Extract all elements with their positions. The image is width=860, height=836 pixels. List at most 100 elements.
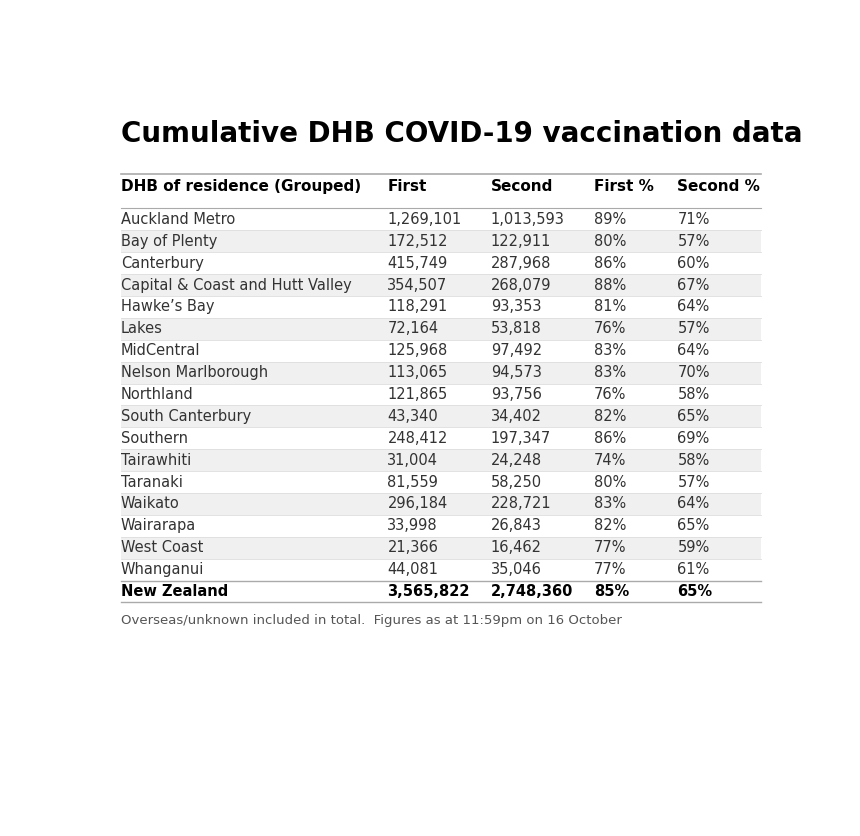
Text: 69%: 69% bbox=[678, 431, 710, 446]
Bar bbox=[120, 296, 761, 318]
Text: 43,340: 43,340 bbox=[387, 409, 439, 424]
Text: 268,079: 268,079 bbox=[491, 278, 551, 293]
Text: 81,559: 81,559 bbox=[387, 475, 439, 490]
Bar bbox=[120, 274, 761, 296]
Text: 57%: 57% bbox=[678, 475, 710, 490]
Text: South Canterbury: South Canterbury bbox=[120, 409, 251, 424]
Text: Tairawhiti: Tairawhiti bbox=[120, 452, 191, 467]
Text: Southern: Southern bbox=[120, 431, 187, 446]
Text: 3,565,822: 3,565,822 bbox=[387, 584, 470, 599]
Text: 172,512: 172,512 bbox=[387, 234, 448, 249]
Text: 58,250: 58,250 bbox=[491, 475, 542, 490]
Text: Second: Second bbox=[491, 180, 553, 195]
Bar bbox=[120, 472, 761, 493]
Text: 77%: 77% bbox=[594, 562, 627, 577]
Bar bbox=[120, 427, 761, 449]
Text: Canterbury: Canterbury bbox=[120, 256, 204, 271]
Bar bbox=[120, 252, 761, 274]
Text: 58%: 58% bbox=[678, 387, 710, 402]
Text: 26,843: 26,843 bbox=[491, 518, 542, 533]
Text: 24,248: 24,248 bbox=[491, 452, 542, 467]
Text: Capital & Coast and Hutt Valley: Capital & Coast and Hutt Valley bbox=[120, 278, 352, 293]
Text: 86%: 86% bbox=[594, 256, 626, 271]
Text: 93,353: 93,353 bbox=[491, 299, 541, 314]
Text: Nelson Marlborough: Nelson Marlborough bbox=[120, 365, 268, 380]
Text: 57%: 57% bbox=[678, 234, 710, 249]
Text: 74%: 74% bbox=[594, 452, 626, 467]
Text: 64%: 64% bbox=[678, 497, 710, 512]
Text: 113,065: 113,065 bbox=[387, 365, 447, 380]
Text: 354,507: 354,507 bbox=[387, 278, 448, 293]
Text: 65%: 65% bbox=[678, 409, 710, 424]
Text: 16,462: 16,462 bbox=[491, 540, 542, 555]
Text: MidCentral: MidCentral bbox=[120, 344, 200, 359]
Text: 33,998: 33,998 bbox=[387, 518, 438, 533]
Text: 76%: 76% bbox=[594, 387, 626, 402]
Text: 35,046: 35,046 bbox=[491, 562, 542, 577]
Text: 83%: 83% bbox=[594, 497, 626, 512]
Text: 65%: 65% bbox=[678, 518, 710, 533]
Bar bbox=[120, 384, 761, 405]
Text: New Zealand: New Zealand bbox=[120, 584, 228, 599]
Text: 88%: 88% bbox=[594, 278, 626, 293]
Text: 53,818: 53,818 bbox=[491, 321, 542, 336]
Bar bbox=[120, 208, 761, 231]
Text: West Coast: West Coast bbox=[120, 540, 203, 555]
Bar bbox=[120, 318, 761, 339]
Text: DHB of residence (Grouped): DHB of residence (Grouped) bbox=[120, 180, 361, 195]
Text: 89%: 89% bbox=[594, 212, 626, 227]
Text: 83%: 83% bbox=[594, 344, 626, 359]
Text: 82%: 82% bbox=[594, 518, 626, 533]
Text: 85%: 85% bbox=[594, 584, 630, 599]
Text: 57%: 57% bbox=[678, 321, 710, 336]
Text: 82%: 82% bbox=[594, 409, 626, 424]
Text: 94,573: 94,573 bbox=[491, 365, 542, 380]
Text: 31,004: 31,004 bbox=[387, 452, 439, 467]
Text: 1,269,101: 1,269,101 bbox=[387, 212, 462, 227]
Text: Auckland Metro: Auckland Metro bbox=[120, 212, 235, 227]
Text: Hawke’s Bay: Hawke’s Bay bbox=[120, 299, 214, 314]
Bar bbox=[120, 515, 761, 537]
Text: Northland: Northland bbox=[120, 387, 194, 402]
Bar bbox=[120, 339, 761, 362]
Text: 34,402: 34,402 bbox=[491, 409, 542, 424]
Text: Lakes: Lakes bbox=[120, 321, 163, 336]
Bar bbox=[120, 537, 761, 558]
Text: 80%: 80% bbox=[594, 234, 626, 249]
Bar bbox=[120, 493, 761, 515]
Bar bbox=[120, 558, 761, 580]
Text: 65%: 65% bbox=[678, 584, 712, 599]
Text: First: First bbox=[387, 180, 427, 195]
Text: 76%: 76% bbox=[594, 321, 626, 336]
Text: 248,412: 248,412 bbox=[387, 431, 448, 446]
Bar bbox=[120, 405, 761, 427]
Text: 58%: 58% bbox=[678, 452, 710, 467]
Text: 86%: 86% bbox=[594, 431, 626, 446]
Text: Overseas/unknown included in total.  Figures as at 11:59pm on 16 October: Overseas/unknown included in total. Figu… bbox=[120, 614, 622, 627]
Text: 296,184: 296,184 bbox=[387, 497, 448, 512]
Text: 70%: 70% bbox=[678, 365, 710, 380]
Text: Bay of Plenty: Bay of Plenty bbox=[120, 234, 218, 249]
Text: 81%: 81% bbox=[594, 299, 626, 314]
Text: 287,968: 287,968 bbox=[491, 256, 551, 271]
Text: 118,291: 118,291 bbox=[387, 299, 448, 314]
Text: 93,756: 93,756 bbox=[491, 387, 542, 402]
Text: 197,347: 197,347 bbox=[491, 431, 551, 446]
Text: 64%: 64% bbox=[678, 299, 710, 314]
Text: 80%: 80% bbox=[594, 475, 626, 490]
Text: 61%: 61% bbox=[678, 562, 710, 577]
Text: 71%: 71% bbox=[678, 212, 710, 227]
Text: Cumulative DHB COVID-19 vaccination data: Cumulative DHB COVID-19 vaccination data bbox=[120, 120, 802, 148]
Text: 44,081: 44,081 bbox=[387, 562, 439, 577]
Text: 125,968: 125,968 bbox=[387, 344, 448, 359]
Text: 72,164: 72,164 bbox=[387, 321, 439, 336]
Text: First %: First % bbox=[594, 180, 654, 195]
Bar bbox=[120, 362, 761, 384]
Text: 228,721: 228,721 bbox=[491, 497, 551, 512]
Text: 21,366: 21,366 bbox=[387, 540, 439, 555]
Text: 121,865: 121,865 bbox=[387, 387, 448, 402]
Text: 415,749: 415,749 bbox=[387, 256, 448, 271]
Text: Second %: Second % bbox=[678, 180, 760, 195]
Text: 1,013,593: 1,013,593 bbox=[491, 212, 565, 227]
Text: 122,911: 122,911 bbox=[491, 234, 551, 249]
